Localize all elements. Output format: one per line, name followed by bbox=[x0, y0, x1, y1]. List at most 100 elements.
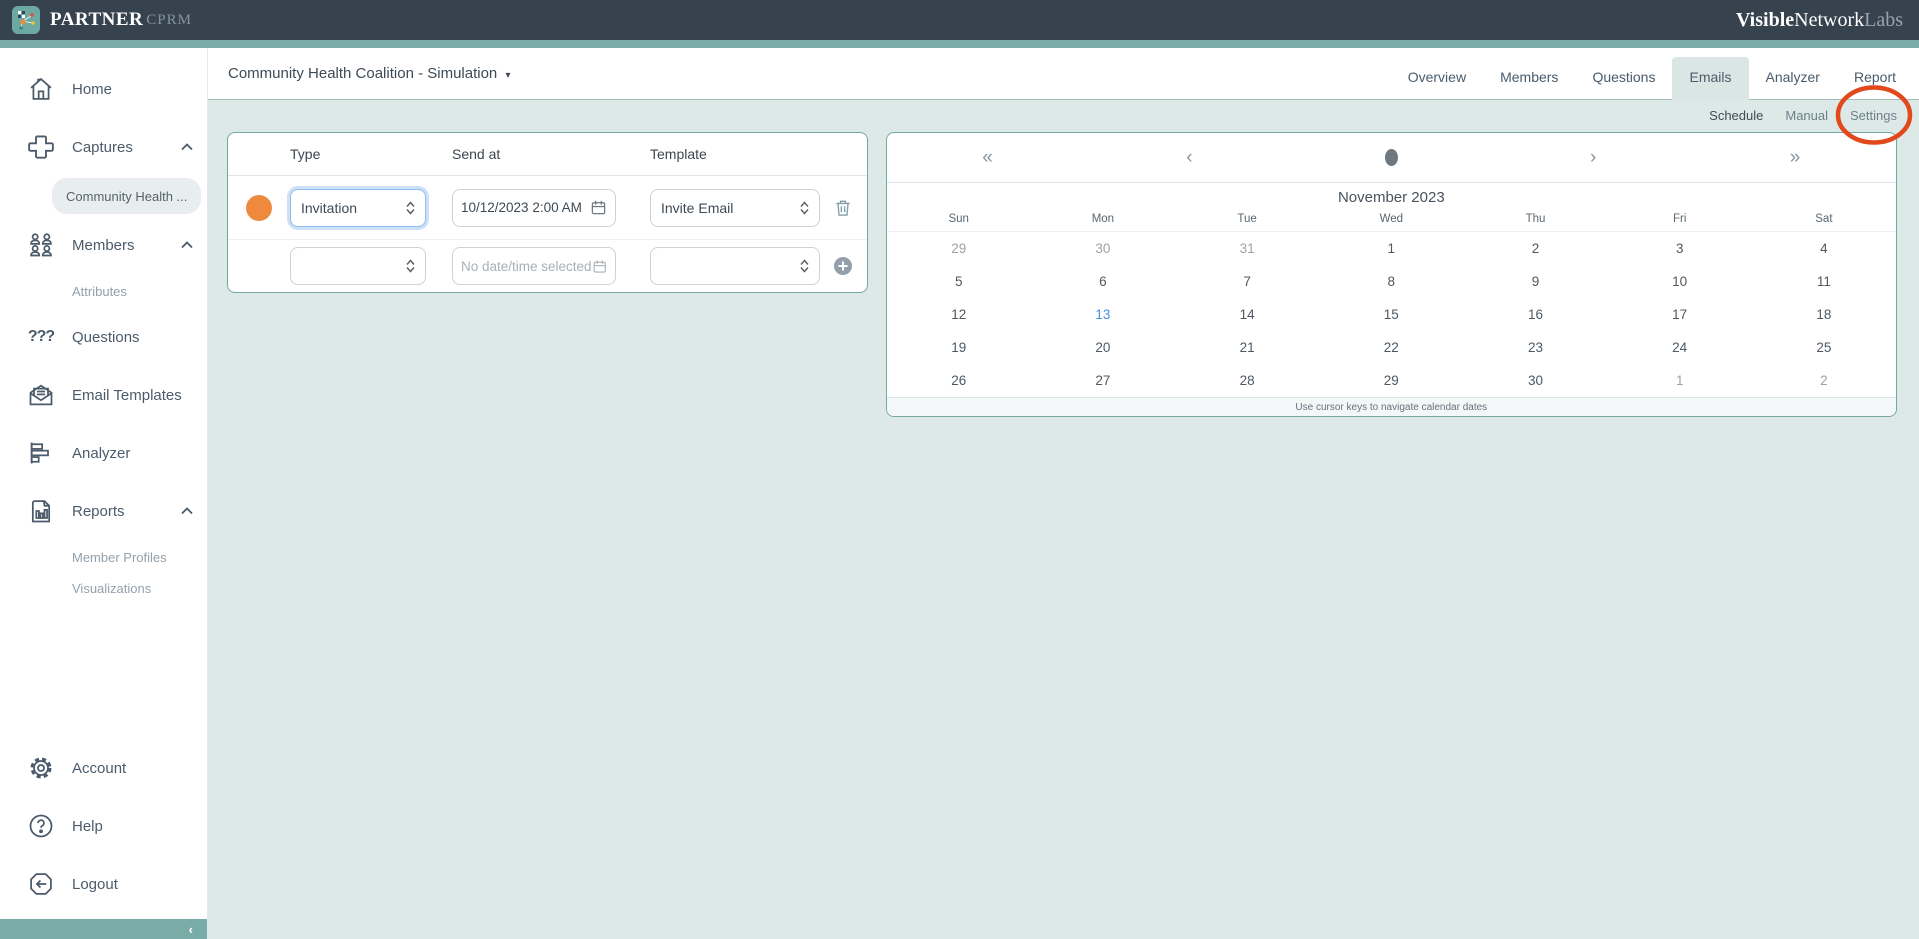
calendar-day[interactable]: 6 bbox=[1099, 274, 1107, 289]
send-at-input-empty[interactable]: No date/time selected bbox=[452, 247, 616, 285]
sidebar-bottom-group: Account Help bbox=[0, 739, 207, 913]
calendar-month-title: November 2023 bbox=[1337, 189, 1445, 206]
calendar-day[interactable]: 29 bbox=[951, 241, 967, 256]
calendar-day[interactable]: 21 bbox=[1239, 340, 1255, 355]
calendar-day[interactable]: 3 bbox=[1675, 241, 1684, 256]
company-logo-part1: Visible bbox=[1735, 8, 1795, 31]
next-month-button[interactable]: › bbox=[1492, 133, 1694, 182]
calendar-day[interactable]: 8 bbox=[1387, 274, 1396, 289]
select-arrows-icon bbox=[406, 200, 415, 215]
sidebar-item-home[interactable]: Home bbox=[0, 60, 207, 118]
subtab-settings[interactable]: Settings bbox=[1850, 107, 1897, 123]
sidebar-subitem-community-health[interactable]: Community Health ... bbox=[52, 178, 201, 214]
calendar-day[interactable]: 23 bbox=[1527, 340, 1543, 355]
sidebar-item-questions[interactable]: ??? Questions bbox=[0, 308, 207, 366]
calendar-day[interactable]: 15 bbox=[1383, 307, 1399, 322]
tab-questions[interactable]: Questions bbox=[1592, 69, 1656, 85]
sidebar-item-reports[interactable]: Reports bbox=[0, 482, 207, 540]
weekday-label: Thu bbox=[1525, 213, 1546, 225]
sidebar-item-captures[interactable]: Captures bbox=[0, 118, 207, 176]
calendar-day[interactable]: 30 bbox=[1095, 241, 1111, 256]
calendar-day[interactable]: 19 bbox=[951, 340, 967, 355]
calendar-day[interactable]: 14 bbox=[1239, 307, 1255, 322]
calendar-footer-hint: Use cursor keys to navigate calendar dat… bbox=[886, 397, 1896, 416]
tab-emails[interactable]: Emails bbox=[1672, 57, 1749, 100]
network-logo-icon bbox=[18, 11, 35, 30]
column-header-send-at: Send at bbox=[452, 146, 501, 162]
calendar-week: 12 13 14 15 16 17 18 bbox=[887, 298, 1896, 331]
tab-members[interactable]: Members bbox=[1500, 69, 1559, 85]
calendar-day[interactable]: 18 bbox=[1816, 307, 1832, 322]
calendar-day[interactable]: 28 bbox=[1239, 373, 1255, 388]
sidebar-item-account[interactable]: Account bbox=[0, 739, 207, 797]
calendar-day[interactable]: 12 bbox=[951, 307, 967, 322]
select-arrows-icon bbox=[800, 259, 809, 273]
sidebar-item-logout[interactable]: Logout bbox=[0, 855, 207, 913]
tab-overview[interactable]: Overview bbox=[1407, 69, 1467, 85]
current-month-button[interactable] bbox=[1290, 133, 1492, 182]
sidebar-subitem-label: Community Health ... bbox=[66, 188, 188, 204]
type-select-empty[interactable] bbox=[290, 247, 426, 285]
calendar-day[interactable]: 2 bbox=[1531, 241, 1540, 256]
calendar-day[interactable]: 22 bbox=[1383, 340, 1399, 355]
calendar-day[interactable]: 4 bbox=[1820, 241, 1828, 256]
type-select[interactable]: Invitation bbox=[290, 188, 426, 227]
sidebar-subitem-member-profiles[interactable]: Member Profiles bbox=[0, 540, 207, 574]
calendar-day[interactable]: 7 bbox=[1243, 274, 1251, 289]
calendar-day-selected[interactable]: 13 bbox=[1095, 307, 1111, 322]
delete-row-button[interactable] bbox=[820, 198, 867, 218]
calendar-day[interactable]: 25 bbox=[1816, 340, 1832, 355]
calendar-day[interactable]: 29 bbox=[1383, 373, 1399, 388]
subtab-schedule[interactable]: Schedule bbox=[1709, 107, 1764, 123]
calendar-day[interactable]: 26 bbox=[951, 373, 967, 388]
calendar-day[interactable]: 17 bbox=[1672, 307, 1688, 322]
capture-selector-label: Community Health Coalition - Simulation bbox=[228, 65, 498, 82]
sidebar-item-help[interactable]: Help bbox=[0, 797, 207, 855]
template-select[interactable]: Invite Email bbox=[650, 188, 820, 227]
status-dot bbox=[246, 194, 272, 221]
calendar-day[interactable]: 27 bbox=[1095, 373, 1111, 388]
sidebar-subitem-visualizations[interactable]: Visualizations bbox=[0, 574, 207, 602]
sidebar-item-members[interactable]: Members bbox=[0, 216, 207, 274]
add-row-button[interactable] bbox=[820, 256, 867, 276]
double-chevron-left-icon: « bbox=[982, 146, 993, 168]
calendar-day[interactable]: 16 bbox=[1527, 307, 1543, 322]
calendar-day[interactable]: 2 bbox=[1820, 373, 1828, 388]
capture-selector[interactable]: Community Health Coalition - Simulation … bbox=[228, 65, 510, 82]
gear-icon bbox=[26, 753, 56, 783]
calendar-day[interactable]: 1 bbox=[1387, 241, 1396, 256]
next-year-button[interactable]: » bbox=[1694, 133, 1896, 182]
chevron-up-icon bbox=[181, 241, 193, 249]
chevron-left-icon: ‹ bbox=[188, 921, 193, 937]
calendar-day[interactable]: 30 bbox=[1527, 373, 1543, 388]
prev-year-button[interactable]: « bbox=[887, 133, 1089, 182]
chevron-right-icon: › bbox=[1590, 146, 1597, 168]
tab-report[interactable]: Report bbox=[1853, 69, 1896, 85]
calendar-day[interactable]: 9 bbox=[1531, 274, 1540, 289]
sidebar: Home Captures Community Health ... bbox=[0, 48, 208, 939]
email-templates-icon bbox=[26, 380, 56, 410]
reports-icon bbox=[26, 496, 56, 526]
template-select-empty[interactable] bbox=[650, 247, 820, 285]
sidebar-subitem-attributes[interactable]: Attributes bbox=[0, 274, 207, 308]
tab-analyzer[interactable]: Analyzer bbox=[1765, 69, 1820, 85]
sidebar-collapse-bar[interactable]: ‹ bbox=[0, 919, 207, 939]
calendar-day[interactable]: 5 bbox=[954, 274, 963, 289]
weekday-label: Tue bbox=[1237, 213, 1257, 225]
send-at-input[interactable]: 10/12/2023 2:00 AM bbox=[452, 188, 616, 227]
calendar-day[interactable]: 11 bbox=[1816, 274, 1831, 289]
prev-month-button[interactable]: ‹ bbox=[1088, 133, 1290, 182]
sidebar-item-email-templates[interactable]: Email Templates bbox=[0, 366, 207, 424]
subtab-manual[interactable]: Manual bbox=[1785, 107, 1829, 123]
calendar-day[interactable]: 20 bbox=[1095, 340, 1111, 355]
sidebar-item-label: Email Templates bbox=[72, 386, 182, 404]
calendar-day[interactable]: 31 bbox=[1239, 241, 1255, 256]
partner-logo-icon[interactable] bbox=[12, 6, 40, 34]
sidebar-item-analyzer[interactable]: Analyzer bbox=[0, 424, 207, 482]
calendar-day[interactable]: 24 bbox=[1672, 340, 1688, 355]
trash-icon bbox=[836, 200, 850, 216]
calendar-day[interactable]: 10 bbox=[1672, 274, 1688, 289]
emails-subbar: Schedule Manual Settings bbox=[208, 85, 1919, 145]
company-logo: VisibleNetworkLabs bbox=[1736, 9, 1903, 32]
calendar-day[interactable]: 1 bbox=[1675, 373, 1684, 388]
